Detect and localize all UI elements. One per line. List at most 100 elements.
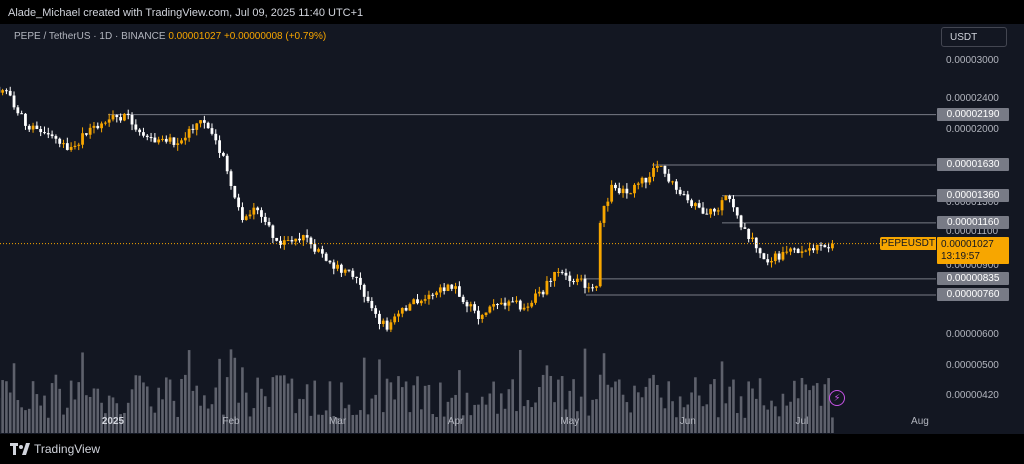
volume-bar bbox=[324, 410, 328, 433]
volume-bar bbox=[808, 390, 811, 433]
volume-bar bbox=[671, 401, 674, 433]
candle-body bbox=[88, 127, 92, 135]
volume-bar bbox=[545, 365, 549, 433]
chart-panel bbox=[0, 24, 1024, 434]
candle-body bbox=[20, 113, 24, 115]
volume-bar bbox=[743, 417, 747, 433]
candle-body bbox=[591, 287, 595, 289]
currency-button[interactable]: USDT bbox=[941, 27, 1007, 47]
volume-bar bbox=[298, 398, 301, 433]
candle-body bbox=[503, 302, 507, 306]
volume-bar bbox=[507, 389, 511, 433]
volume-bar bbox=[378, 359, 381, 433]
volume-bar bbox=[321, 414, 324, 433]
volume-bar bbox=[111, 397, 115, 433]
volume-bar bbox=[793, 380, 796, 433]
volume-bar bbox=[393, 399, 396, 433]
candle-body bbox=[438, 287, 442, 293]
candle-body bbox=[716, 210, 720, 212]
candle-body bbox=[446, 284, 450, 292]
volume-bar bbox=[576, 411, 579, 433]
volume-bar bbox=[644, 386, 648, 433]
candle-body bbox=[423, 299, 427, 301]
volume-bar bbox=[515, 411, 518, 433]
volume-bar bbox=[804, 384, 808, 433]
volume-bar bbox=[43, 395, 46, 433]
candle-body bbox=[709, 208, 713, 215]
last-price-symbol-tag: PEPEUSDT bbox=[880, 237, 936, 250]
candle-body bbox=[1, 90, 5, 93]
volume-bar bbox=[675, 417, 678, 433]
volume-bar bbox=[812, 385, 815, 433]
candle-body bbox=[202, 120, 206, 123]
candle-body bbox=[279, 240, 282, 245]
price-level-label: 0.00000835 bbox=[937, 272, 1009, 286]
volume-bar bbox=[203, 395, 206, 433]
candle-body bbox=[145, 135, 149, 138]
candle-body bbox=[815, 244, 819, 251]
candle-body bbox=[252, 207, 256, 215]
candle-body bbox=[693, 203, 697, 207]
candle-body bbox=[351, 270, 355, 277]
volume-bar bbox=[640, 397, 644, 433]
volume-bar bbox=[222, 414, 225, 433]
lightning-icon[interactable]: ⚡ bbox=[829, 390, 845, 406]
volume-bar bbox=[126, 402, 130, 433]
volume-bar bbox=[633, 385, 636, 433]
volume-bar bbox=[381, 412, 385, 433]
volume-bar bbox=[800, 377, 804, 433]
candle-body bbox=[107, 119, 111, 123]
volume-bar bbox=[617, 379, 621, 433]
volume-bar bbox=[161, 399, 164, 433]
volume-bar bbox=[477, 404, 480, 433]
volume-bar bbox=[488, 393, 492, 433]
price-axis-tick: 0.00000900 bbox=[946, 260, 999, 272]
candle-body bbox=[522, 307, 526, 310]
volume-bar bbox=[420, 409, 423, 433]
brand-footer[interactable]: TradingView bbox=[10, 442, 100, 456]
volume-bar bbox=[621, 394, 625, 433]
brand-name: TradingView bbox=[34, 442, 101, 456]
candle-body bbox=[31, 125, 35, 130]
candle-body bbox=[195, 123, 199, 130]
price-level-label: 0.00002190 bbox=[937, 108, 1009, 122]
volume-bar bbox=[408, 412, 412, 433]
volume-bar bbox=[815, 383, 819, 433]
symbol-last-price: 0.00001027 bbox=[168, 31, 222, 42]
symbol-name[interactable]: PEPE / TetherUS · 1D · BINANCE bbox=[14, 31, 166, 42]
volume-bar bbox=[218, 358, 221, 433]
volume-bar bbox=[766, 409, 770, 433]
volume-bar bbox=[690, 392, 693, 433]
volume-bar bbox=[271, 377, 275, 433]
candle-body bbox=[81, 133, 84, 145]
candle-body bbox=[305, 235, 309, 238]
volume-bar bbox=[465, 392, 469, 433]
volume-bar bbox=[469, 415, 473, 433]
price-chart[interactable] bbox=[0, 24, 1024, 434]
candle-body bbox=[119, 117, 123, 121]
candle-body bbox=[324, 253, 328, 261]
bar-countdown: 13:19:57 bbox=[941, 251, 980, 262]
volume-bar bbox=[526, 400, 530, 433]
candle-body bbox=[256, 207, 260, 211]
price-axis-tick: 0.00000600 bbox=[946, 329, 999, 341]
candle-body bbox=[248, 214, 252, 217]
volume-bar bbox=[557, 379, 560, 433]
candle-body bbox=[827, 247, 831, 249]
price-axis-tick: 0.00000500 bbox=[946, 360, 999, 372]
volume-bar bbox=[229, 349, 233, 433]
volume-bar bbox=[480, 396, 484, 433]
volume-bar bbox=[5, 381, 8, 433]
volume-bar bbox=[667, 381, 671, 433]
candle-body bbox=[705, 213, 709, 215]
candle-body bbox=[720, 200, 724, 211]
candle-body bbox=[545, 280, 549, 295]
candle-body bbox=[644, 177, 648, 183]
candle-body bbox=[172, 137, 176, 145]
candle-body bbox=[416, 299, 419, 304]
candle-body bbox=[655, 165, 659, 168]
volume-bar bbox=[652, 374, 655, 433]
time-axis-tick: Mar bbox=[328, 416, 347, 427]
candle-body bbox=[103, 122, 107, 124]
candle-body bbox=[808, 248, 811, 251]
